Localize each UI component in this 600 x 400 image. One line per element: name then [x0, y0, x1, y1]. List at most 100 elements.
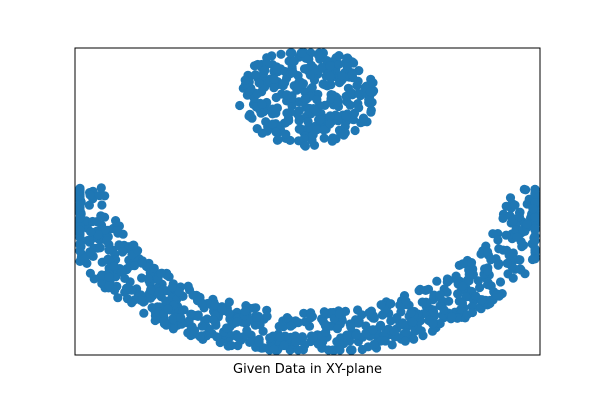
scatter-point — [85, 268, 95, 278]
scatter-point — [294, 116, 304, 126]
scatter-point — [361, 321, 371, 331]
scatter-point — [528, 204, 538, 214]
scatter-point — [104, 272, 114, 282]
scatter-point — [328, 345, 338, 355]
scatter-point — [149, 263, 159, 273]
scatter-point — [287, 93, 297, 103]
scatter-point — [265, 333, 275, 343]
scatter-point — [242, 326, 252, 336]
scatter-point — [501, 230, 511, 240]
scatter-point — [313, 50, 324, 60]
scatter-point — [299, 308, 309, 318]
scatter-point — [102, 236, 112, 246]
scatter-point — [361, 328, 371, 338]
scatter-point — [146, 285, 156, 295]
scatter-point — [93, 230, 103, 240]
scatter-point — [365, 87, 375, 97]
scatter-point — [299, 64, 310, 74]
scatter-point — [313, 339, 323, 349]
scatter-point — [423, 284, 434, 294]
scatter-point — [352, 80, 362, 91]
scatter-point — [247, 113, 257, 123]
scatter-point — [154, 287, 164, 297]
scatter-point — [262, 311, 272, 321]
scatter-point — [226, 340, 236, 351]
scatter-point — [97, 200, 107, 210]
scatter-point — [168, 324, 178, 334]
scatter-point — [439, 305, 449, 315]
scatter-point — [521, 185, 531, 195]
scatter-point — [375, 321, 385, 331]
scatter-point — [109, 261, 119, 271]
scatter-point — [250, 70, 261, 80]
scatter-point — [224, 297, 234, 307]
scatter-point — [457, 298, 467, 308]
scatter-point — [285, 48, 295, 58]
scatter-point — [294, 106, 304, 116]
scatter-point — [75, 213, 85, 223]
scatter-point — [415, 284, 425, 294]
scatter-point — [275, 332, 285, 342]
scatter-point — [75, 200, 85, 210]
scatter-point — [398, 318, 408, 328]
scatter-point — [306, 313, 316, 323]
scatter-point — [443, 276, 453, 286]
scatter-point — [233, 332, 243, 342]
scatter-point — [347, 69, 357, 80]
scatter-point — [495, 277, 506, 287]
scatter-point — [197, 321, 207, 331]
scatter-point — [97, 278, 107, 289]
scatter-point — [271, 92, 281, 103]
scatter-point — [427, 326, 438, 336]
scatter-point — [488, 229, 498, 239]
scatter-point — [514, 255, 524, 265]
scatter-point — [269, 83, 279, 93]
scatter-point — [137, 273, 147, 283]
scatter-point — [368, 325, 378, 335]
scatter-point — [342, 330, 352, 340]
scatter-point — [291, 337, 301, 347]
scatter-point — [279, 340, 289, 351]
scatter-point — [286, 321, 296, 331]
scatter-point — [334, 59, 344, 69]
scatter-point — [147, 303, 157, 313]
scatter-point — [453, 289, 463, 299]
scatter-point — [354, 318, 364, 328]
scatter-point — [104, 281, 114, 291]
scatter-point — [268, 119, 278, 129]
scatter-point — [300, 141, 310, 151]
scatter-point — [354, 88, 364, 99]
scatter-point — [240, 75, 250, 85]
scatter-point — [193, 311, 203, 321]
scatter-point — [428, 319, 438, 329]
scatter-point — [466, 258, 477, 268]
scatter-point — [100, 191, 110, 201]
scatter-point — [332, 324, 342, 334]
scatter-point — [346, 322, 356, 332]
scatter-point — [325, 111, 335, 121]
scatter-point — [86, 227, 96, 237]
scatter-point — [409, 334, 419, 344]
scatter-point — [326, 94, 336, 104]
scatter-point — [498, 213, 508, 223]
scatter-point — [315, 115, 325, 125]
scatter-point — [113, 293, 123, 303]
scatter-point — [501, 201, 511, 211]
scatter-point — [95, 243, 105, 253]
scatter-point — [129, 240, 139, 250]
scatter-point — [298, 79, 308, 89]
scatter-point — [318, 79, 328, 89]
scatter-point — [464, 269, 474, 279]
scatter-point — [337, 70, 347, 81]
scatter-point — [96, 183, 106, 193]
x-axis-label: Given Data in XY-plane — [233, 362, 382, 377]
scatter-point — [319, 307, 329, 317]
scatter-point — [512, 232, 522, 242]
scatter-point — [163, 304, 173, 314]
scatter-point — [176, 313, 186, 323]
scatter-point — [245, 337, 255, 347]
scatter-point — [272, 103, 282, 113]
scatter-point — [387, 340, 397, 350]
scatter-point — [530, 245, 540, 255]
